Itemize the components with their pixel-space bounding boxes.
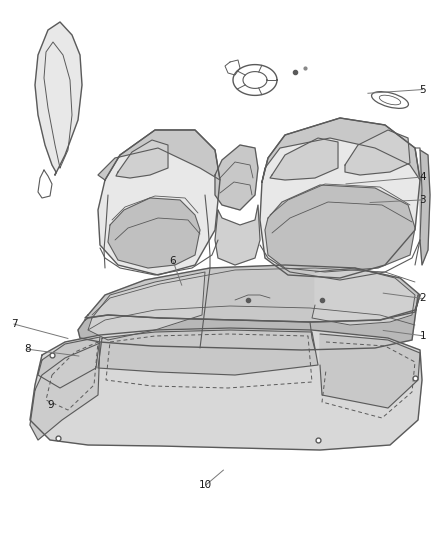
Polygon shape (215, 205, 260, 265)
Text: 9: 9 (47, 400, 54, 410)
Polygon shape (270, 138, 338, 180)
Polygon shape (88, 272, 205, 340)
Text: 7: 7 (11, 319, 18, 329)
Polygon shape (98, 130, 220, 275)
Polygon shape (260, 118, 420, 278)
Polygon shape (38, 337, 100, 388)
Polygon shape (345, 130, 410, 175)
Polygon shape (320, 334, 420, 408)
Text: 6: 6 (170, 256, 177, 266)
Polygon shape (98, 330, 318, 375)
Text: 4: 4 (419, 172, 426, 182)
Text: 8: 8 (24, 344, 31, 354)
Text: 1: 1 (419, 331, 426, 341)
Polygon shape (312, 268, 415, 325)
Text: 2: 2 (419, 294, 426, 303)
Polygon shape (30, 343, 100, 440)
Text: 10: 10 (199, 480, 212, 490)
Polygon shape (420, 150, 430, 265)
Polygon shape (35, 22, 82, 175)
Text: 5: 5 (419, 85, 426, 94)
Text: 3: 3 (419, 195, 426, 205)
Polygon shape (30, 328, 422, 450)
Polygon shape (78, 295, 420, 350)
Polygon shape (265, 185, 415, 272)
Polygon shape (116, 140, 168, 178)
Polygon shape (215, 145, 258, 210)
Polygon shape (98, 130, 220, 180)
Polygon shape (108, 198, 200, 268)
Polygon shape (262, 118, 420, 182)
Polygon shape (85, 265, 420, 322)
